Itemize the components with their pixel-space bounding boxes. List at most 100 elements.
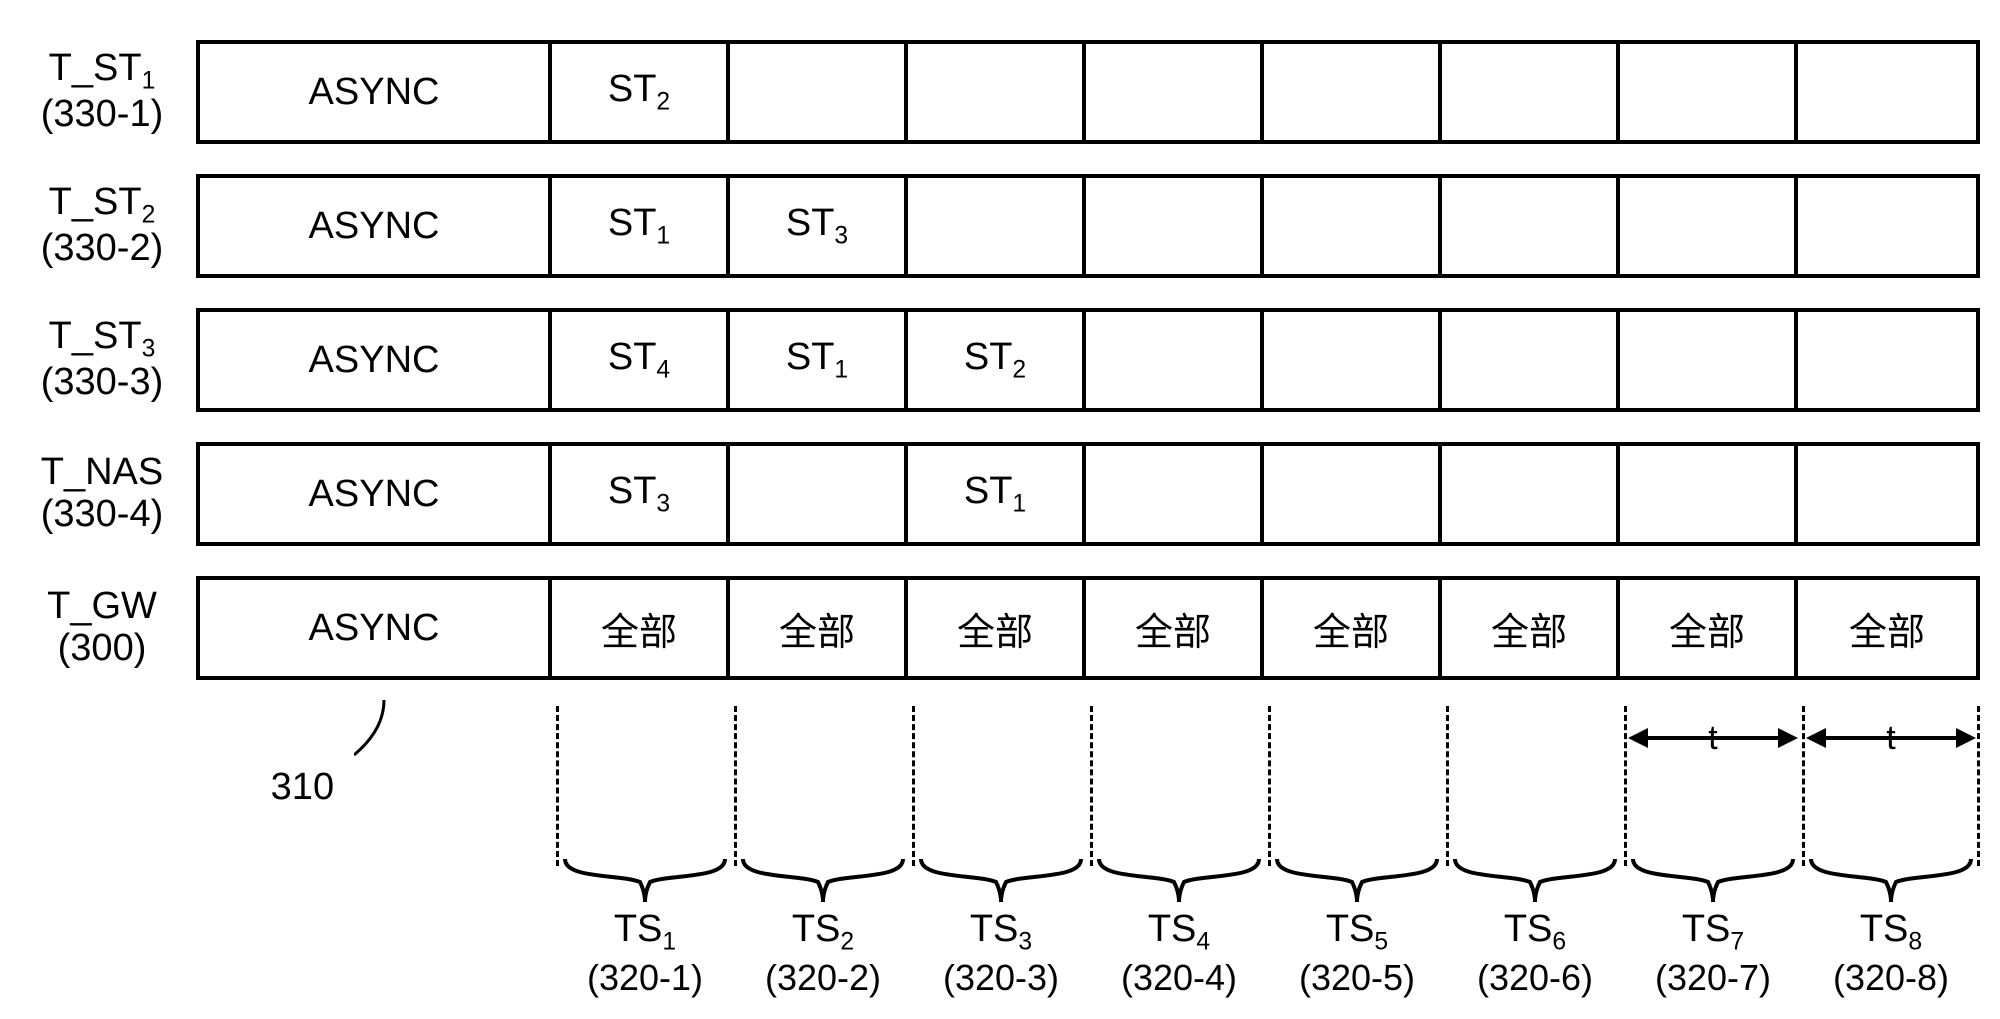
async-cell: ASYNC (200, 44, 552, 140)
t-arrow-slot (734, 710, 912, 766)
ts-label: TS6 (1504, 908, 1566, 957)
slot-cell: ST2 (908, 312, 1086, 408)
slot-cell: 全部 (1264, 580, 1442, 676)
slot-cell: ST4 (552, 312, 730, 408)
ts-label: TS7 (1682, 908, 1744, 957)
brace-col: TS6(320-6) (1446, 854, 1624, 999)
ts-label: TS4 (1148, 908, 1210, 957)
brace-col: TS7(320-7) (1624, 854, 1802, 999)
slot-cell (1442, 312, 1620, 408)
slot-cell (1442, 178, 1620, 274)
slot-cell: ST1 (552, 178, 730, 274)
dash-col (1802, 766, 1980, 854)
row-cells: ASYNC全部全部全部全部全部全部全部全部 (196, 576, 1980, 680)
brace-col: TS8(320-8) (1802, 854, 1980, 999)
dash-col (556, 766, 734, 854)
slot-cell (1264, 178, 1442, 274)
row-cells: ASYNCST3 ST1 (196, 442, 1980, 546)
diagram-row: T_ST3(330-3)ASYNCST4ST1ST2 (20, 308, 1980, 412)
brace-col: TS5(320-5) (1268, 854, 1446, 999)
slot-cell: 全部 (1798, 580, 1976, 676)
t-label: t (1708, 719, 1717, 758)
slot-cell (1442, 44, 1620, 140)
slot-cell (1442, 446, 1620, 542)
slot-cell: 全部 (908, 580, 1086, 676)
diagram-row: T_ST1(330-1)ASYNCST2 (20, 40, 1980, 144)
diagram-row: T_GW(300)ASYNC全部全部全部全部全部全部全部全部 (20, 576, 1980, 680)
row-cells: ASYNCST1ST3 (196, 174, 1980, 278)
t-arrow-slot (1446, 710, 1624, 766)
slot-cell: ST2 (552, 44, 730, 140)
ts-label: TS8 (1860, 908, 1922, 957)
t-arrow-slot (556, 710, 734, 766)
slot-cell (1620, 446, 1798, 542)
slot-cell (1264, 312, 1442, 408)
slot-cell (730, 446, 908, 542)
ts-paren: (320-7) (1655, 957, 1771, 999)
async-cell: ASYNC (200, 312, 552, 408)
t-arrow-slot: t (1802, 710, 1980, 766)
slot-cell: ST3 (552, 446, 730, 542)
ts-paren: (320-4) (1121, 957, 1237, 999)
ts-label: TS2 (792, 908, 854, 957)
t-arrow-slot (1090, 710, 1268, 766)
slot-cell: 全部 (552, 580, 730, 676)
row-cells: ASYNCST2 (196, 40, 1980, 144)
ts-paren: (320-2) (765, 957, 881, 999)
row-label: T_ST1(330-1) (20, 48, 196, 137)
slot-cell (1086, 446, 1264, 542)
slot-cell (1798, 44, 1976, 140)
diagram-row: T_ST2(330-2)ASYNCST1ST3 (20, 174, 1980, 278)
dash-col (1446, 766, 1624, 854)
slot-cell (1086, 312, 1264, 408)
slots-annotation: ttTS1(320-1)TS2(320-2)TS3(320-3)TS4(320-… (556, 710, 1980, 999)
ts-label: TS1 (614, 908, 676, 957)
slot-cell (1620, 312, 1798, 408)
slot-cell: ST1 (730, 312, 908, 408)
ts-paren: (320-6) (1477, 957, 1593, 999)
timeslot-diagram: T_ST1(330-1)ASYNCST2T_ST2(330-2)ASYNCST1… (20, 40, 1980, 999)
slot-cell (1798, 178, 1976, 274)
row-cells: ASYNCST4ST1ST2 (196, 308, 1980, 412)
slot-cell (1086, 178, 1264, 274)
slot-cell (1798, 446, 1976, 542)
brace-col: TS1(320-1) (556, 854, 734, 999)
slot-cell: ST1 (908, 446, 1086, 542)
row-label: T_ST2(330-2) (20, 182, 196, 271)
async-cell: ASYNC (200, 446, 552, 542)
async-ref-label: 310 (271, 766, 334, 809)
ts-paren: (320-8) (1833, 957, 1949, 999)
t-arrow-slot (1268, 710, 1446, 766)
row-label: T_ST3(330-3) (20, 316, 196, 405)
slot-cell: 全部 (730, 580, 908, 676)
row-label: T_NAS(330-4) (20, 452, 196, 536)
brace-col: TS2(320-2) (734, 854, 912, 999)
ts-paren: (320-5) (1299, 957, 1415, 999)
ts-paren: (320-1) (587, 957, 703, 999)
brace-col: TS4(320-4) (1090, 854, 1268, 999)
dash-col (734, 766, 912, 854)
async-cell: ASYNC (200, 178, 552, 274)
slot-cell: 全部 (1086, 580, 1264, 676)
t-label: t (1886, 719, 1895, 758)
ts-paren: (320-3) (943, 957, 1059, 999)
dash-col (1624, 766, 1802, 854)
slot-cell (730, 44, 908, 140)
ts-label: TS3 (970, 908, 1032, 957)
slot-cell: ST3 (730, 178, 908, 274)
t-arrow-slot: t (1624, 710, 1802, 766)
async-cell: ASYNC (200, 580, 552, 676)
slot-cell (1086, 44, 1264, 140)
brace-col: TS3(320-3) (912, 854, 1090, 999)
slot-cell (1620, 178, 1798, 274)
slot-cell (1620, 44, 1798, 140)
slot-cell: 全部 (1442, 580, 1620, 676)
dash-col (1268, 766, 1446, 854)
async-ref: 310 (199, 710, 556, 780)
dash-col (912, 766, 1090, 854)
slot-cell: 全部 (1620, 580, 1798, 676)
annotation-area: 310ttTS1(320-1)TS2(320-2)TS3(320-3)TS4(3… (20, 710, 1980, 999)
slot-cell (1798, 312, 1976, 408)
dash-col (1090, 766, 1268, 854)
ts-label: TS5 (1326, 908, 1388, 957)
